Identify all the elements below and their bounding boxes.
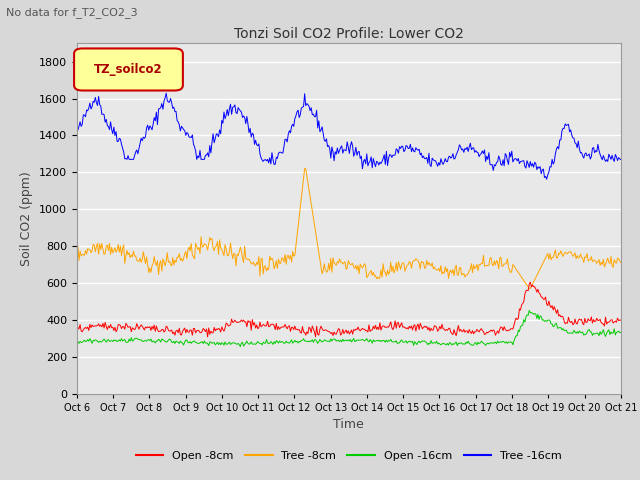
Title: Tonzi Soil CO2 Profile: Lower CO2: Tonzi Soil CO2 Profile: Lower CO2 bbox=[234, 27, 464, 41]
Y-axis label: Soil CO2 (ppm): Soil CO2 (ppm) bbox=[20, 171, 33, 266]
Legend: Open -8cm, Tree -8cm, Open -16cm, Tree -16cm: Open -8cm, Tree -8cm, Open -16cm, Tree -… bbox=[131, 446, 566, 465]
Text: TZ_soilco2: TZ_soilco2 bbox=[94, 63, 163, 76]
FancyBboxPatch shape bbox=[74, 48, 183, 91]
X-axis label: Time: Time bbox=[333, 418, 364, 431]
Text: No data for f_T2_CO2_3: No data for f_T2_CO2_3 bbox=[6, 7, 138, 18]
